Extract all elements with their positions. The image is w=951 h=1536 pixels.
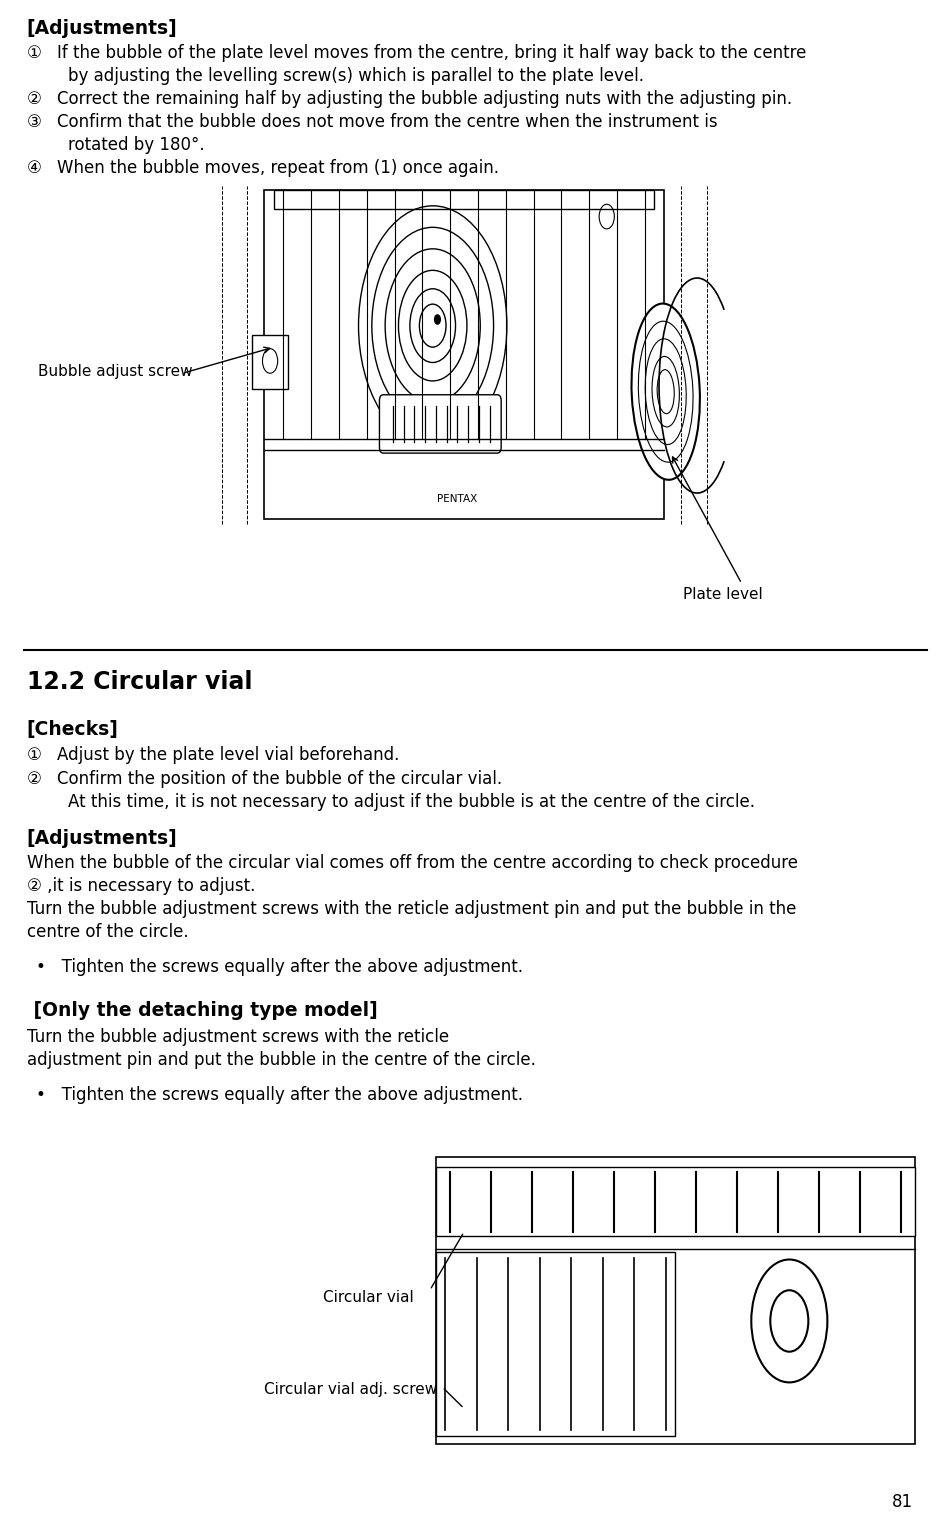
Bar: [264, 190, 664, 519]
Ellipse shape: [638, 321, 693, 462]
Text: ③: ③: [27, 114, 42, 131]
Bar: [436, 1167, 915, 1236]
Text: Turn the bubble adjustment screws with the reticle: Turn the bubble adjustment screws with t…: [27, 1028, 449, 1046]
Ellipse shape: [652, 356, 679, 427]
Bar: [217, 178, 711, 531]
Text: Adjust by the plate level vial beforehand.: Adjust by the plate level vial beforehan…: [57, 746, 399, 765]
Text: by adjusting the levelling screw(s) which is parallel to the plate level.: by adjusting the levelling screw(s) whic…: [68, 68, 645, 84]
Text: [Adjustments]: [Adjustments]: [27, 829, 178, 848]
Text: 81: 81: [892, 1493, 913, 1511]
Text: ④: ④: [27, 160, 42, 177]
Text: adjustment pin and put the bubble in the centre of the circle.: adjustment pin and put the bubble in the…: [27, 1051, 535, 1069]
Text: Confirm that the bubble does not move from the centre when the instrument is: Confirm that the bubble does not move fr…: [57, 114, 718, 131]
Text: 12.2 Circular vial: 12.2 Circular vial: [27, 670, 252, 694]
Text: [Adjustments]: [Adjustments]: [27, 18, 178, 38]
Bar: [274, 190, 654, 209]
Bar: [436, 1157, 915, 1444]
Text: Plate level: Plate level: [683, 587, 763, 602]
Circle shape: [435, 315, 440, 324]
Text: At this time, it is not necessary to adjust if the bubble is at the centre of th: At this time, it is not necessary to adj…: [68, 793, 755, 811]
Text: Bubble adjust screw: Bubble adjust screw: [38, 364, 193, 379]
Text: Circular vial adj. screw: Circular vial adj. screw: [264, 1382, 437, 1398]
Text: ②: ②: [27, 89, 42, 108]
Text: •   Tighten the screws equally after the above adjustment.: • Tighten the screws equally after the a…: [36, 1086, 523, 1104]
Bar: [436, 1157, 915, 1444]
Bar: [436, 1252, 675, 1436]
Text: If the bubble of the plate level moves from the centre, bring it half way back t: If the bubble of the plate level moves f…: [57, 43, 806, 61]
Ellipse shape: [657, 370, 674, 413]
Text: ①: ①: [27, 43, 42, 61]
Text: When the bubble moves, repeat from (1) once again.: When the bubble moves, repeat from (1) o…: [57, 160, 499, 177]
Text: rotated by 180°.: rotated by 180°.: [68, 137, 205, 154]
Ellipse shape: [645, 339, 687, 444]
Text: When the bubble of the circular vial comes off from the centre according to chec: When the bubble of the circular vial com…: [27, 854, 798, 872]
Ellipse shape: [631, 304, 700, 479]
Text: Turn the bubble adjustment screws with the reticle adjustment pin and put the bu: Turn the bubble adjustment screws with t…: [27, 900, 796, 919]
FancyBboxPatch shape: [379, 395, 501, 453]
Text: •   Tighten the screws equally after the above adjustment.: • Tighten the screws equally after the a…: [36, 958, 523, 977]
Text: Confirm the position of the bubble of the circular vial.: Confirm the position of the bubble of th…: [57, 770, 502, 788]
Text: ②: ②: [27, 770, 42, 788]
Text: ② ,it is necessary to adjust.: ② ,it is necessary to adjust.: [27, 877, 255, 895]
Bar: [252, 335, 288, 389]
Text: [Only the detaching type model]: [Only the detaching type model]: [27, 1001, 378, 1020]
Text: Circular vial: Circular vial: [323, 1290, 414, 1306]
Text: centre of the circle.: centre of the circle.: [27, 923, 188, 942]
Text: Correct the remaining half by adjusting the bubble adjusting nuts with the adjus: Correct the remaining half by adjusting …: [57, 89, 792, 108]
Text: PENTAX: PENTAX: [437, 495, 477, 504]
Text: ①: ①: [27, 746, 42, 765]
Text: [Checks]: [Checks]: [27, 720, 119, 739]
